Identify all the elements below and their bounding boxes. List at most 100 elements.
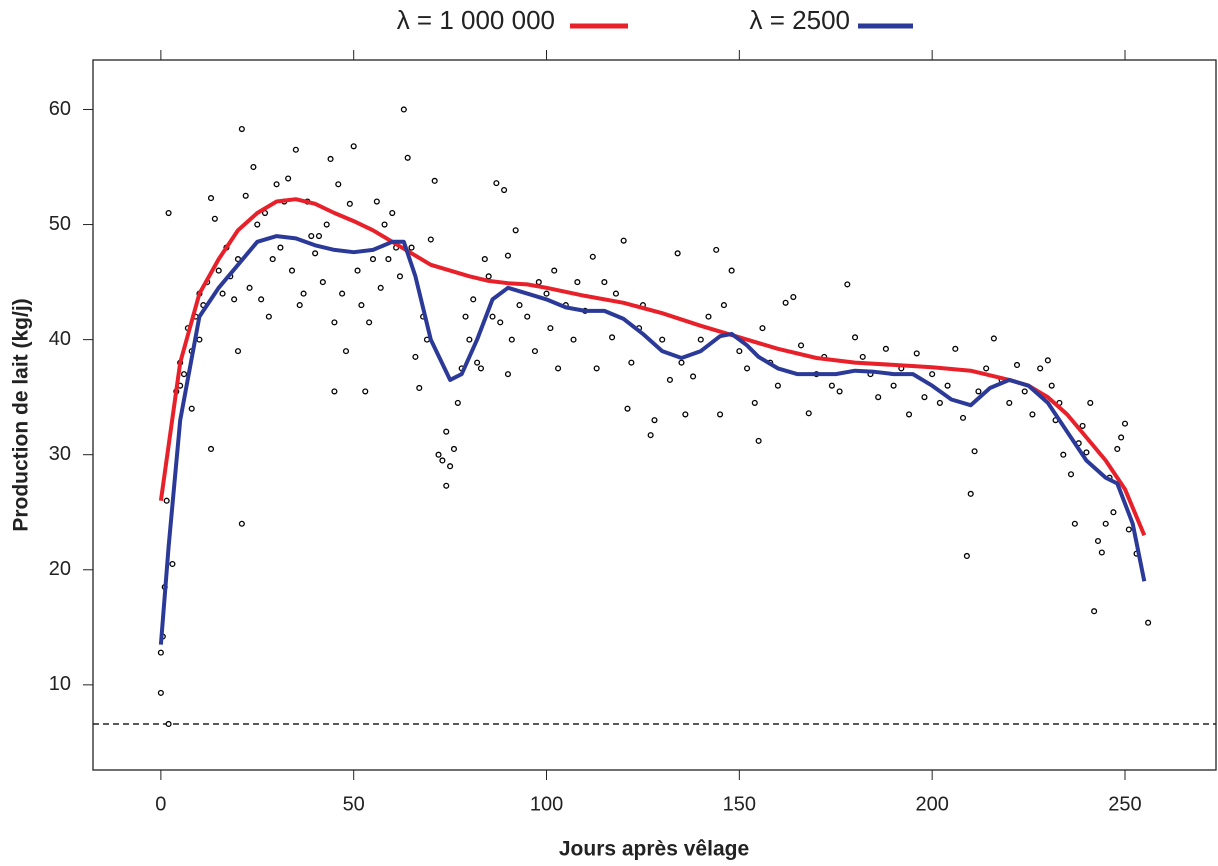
data-point bbox=[163, 497, 170, 504]
data-point bbox=[497, 319, 504, 326]
data-point bbox=[269, 256, 276, 263]
data-point bbox=[489, 313, 496, 320]
data-point bbox=[157, 689, 164, 696]
x-tick-label: 250 bbox=[1108, 793, 1141, 815]
data-point bbox=[319, 279, 326, 286]
data-point bbox=[493, 180, 500, 187]
data-point bbox=[443, 482, 450, 489]
data-point bbox=[501, 186, 508, 194]
data-point bbox=[755, 437, 762, 444]
data-point bbox=[339, 290, 346, 297]
data-point bbox=[288, 267, 296, 274]
data-point bbox=[609, 334, 616, 341]
x-tick-label: 200 bbox=[915, 793, 948, 815]
data-point bbox=[254, 221, 261, 228]
data-point bbox=[967, 490, 974, 497]
data-point bbox=[196, 336, 203, 343]
data-point bbox=[601, 279, 608, 286]
data-point bbox=[1060, 451, 1067, 458]
data-point bbox=[346, 200, 353, 207]
data-point bbox=[377, 284, 384, 291]
data-point bbox=[516, 302, 523, 309]
data-point bbox=[416, 384, 423, 392]
data-point bbox=[285, 175, 292, 182]
legend-label: λ = 1 000 000 bbox=[397, 5, 555, 35]
data-point bbox=[246, 284, 253, 291]
data-point bbox=[165, 209, 172, 217]
data-point bbox=[975, 388, 982, 395]
data-point bbox=[447, 463, 454, 470]
data-point bbox=[312, 250, 319, 257]
data-point bbox=[188, 405, 195, 412]
data-point bbox=[431, 177, 438, 184]
data-point bbox=[875, 394, 882, 401]
y-axis-title: Production de lait (kg/j) bbox=[10, 298, 33, 531]
data-point bbox=[342, 348, 350, 355]
data-point bbox=[157, 649, 164, 656]
data-point bbox=[277, 244, 284, 251]
data-point bbox=[782, 299, 789, 306]
data-point bbox=[1037, 365, 1044, 372]
data-point bbox=[219, 290, 226, 297]
data-point bbox=[231, 296, 238, 303]
data-point bbox=[238, 520, 245, 527]
data-point bbox=[508, 336, 515, 343]
data-point bbox=[959, 414, 967, 421]
data-point bbox=[1083, 449, 1090, 456]
data-point bbox=[358, 302, 365, 309]
x-tick-label: 100 bbox=[530, 793, 563, 815]
data-point bbox=[1021, 388, 1028, 395]
x-tick-label: 50 bbox=[343, 793, 365, 815]
data-point bbox=[1087, 399, 1094, 406]
y-tick-label: 60 bbox=[49, 98, 71, 120]
data-point bbox=[292, 146, 299, 153]
data-point bbox=[674, 250, 681, 257]
data-point bbox=[1071, 520, 1078, 527]
data-point bbox=[474, 359, 481, 366]
data-point bbox=[952, 345, 959, 352]
data-point bbox=[624, 405, 631, 412]
data-point bbox=[882, 345, 889, 352]
data-point bbox=[620, 237, 627, 244]
data-point bbox=[366, 319, 373, 326]
data-point bbox=[936, 399, 943, 406]
data-point bbox=[1125, 526, 1132, 533]
data-point bbox=[477, 365, 485, 372]
data-point bbox=[273, 181, 280, 188]
data-point bbox=[570, 336, 577, 343]
data-point bbox=[427, 236, 434, 243]
data-point bbox=[659, 336, 666, 343]
data-point bbox=[1044, 357, 1051, 364]
y-tick-label: 40 bbox=[49, 328, 71, 350]
data-point bbox=[797, 342, 805, 349]
data-point bbox=[551, 267, 558, 274]
data-point bbox=[651, 417, 658, 424]
y-tick-label: 50 bbox=[49, 213, 71, 235]
data-point bbox=[990, 335, 997, 342]
data-point bbox=[836, 388, 843, 395]
data-point bbox=[678, 359, 685, 366]
data-point bbox=[531, 348, 538, 355]
data-point bbox=[215, 267, 222, 274]
data-point bbox=[389, 209, 396, 217]
legend-label: λ = 2500 bbox=[750, 5, 850, 35]
data-point bbox=[258, 296, 265, 303]
data-point bbox=[1094, 537, 1102, 545]
data-point bbox=[717, 411, 724, 418]
data-point bbox=[666, 376, 673, 383]
data-point bbox=[323, 221, 330, 228]
data-point bbox=[242, 192, 249, 199]
smooth-line bbox=[158, 197, 1147, 537]
data-point bbox=[400, 106, 407, 113]
data-point bbox=[331, 319, 338, 326]
data-point bbox=[574, 279, 581, 286]
data-point bbox=[851, 334, 859, 341]
data-point bbox=[207, 445, 215, 452]
y-tick-label: 30 bbox=[49, 443, 71, 465]
data-point bbox=[697, 336, 704, 343]
data-point bbox=[555, 365, 562, 372]
data-point bbox=[647, 432, 654, 439]
data-point bbox=[713, 246, 720, 253]
data-point bbox=[308, 233, 315, 240]
